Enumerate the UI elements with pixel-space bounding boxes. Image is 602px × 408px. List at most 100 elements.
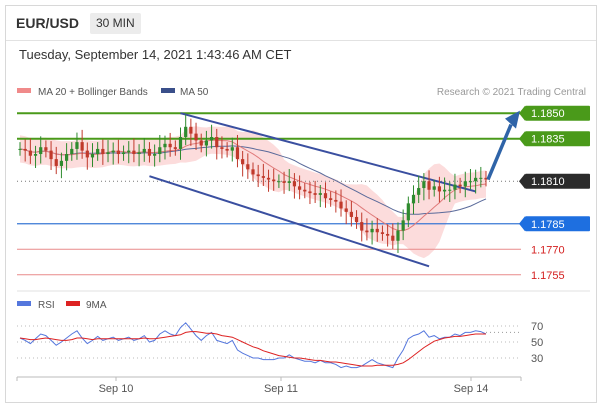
rsi-tick-label: 70 <box>531 321 543 333</box>
candle-body <box>437 186 442 192</box>
level-label: 1.1850 <box>531 108 565 120</box>
candle-body <box>411 194 416 204</box>
rsi-ma-legend-swatch <box>66 301 80 306</box>
candle-body <box>158 147 162 155</box>
candle-body <box>354 216 359 223</box>
symbol-label: EUR/USD <box>16 15 80 31</box>
candle-body <box>215 137 219 148</box>
candle-body <box>277 181 281 183</box>
candle-body <box>147 148 152 156</box>
rsi-grid: 70 50 30 <box>17 321 543 365</box>
candle-body <box>432 186 436 190</box>
candle-body <box>230 147 234 151</box>
candle-body <box>375 228 379 233</box>
candle-body <box>468 181 473 183</box>
ma20-legend-swatch <box>17 88 31 93</box>
level-label: 1.1770 <box>531 244 565 256</box>
forecast-arrow <box>486 110 520 181</box>
x-tick-label: Sep 10 <box>99 383 134 395</box>
candle-body <box>23 148 27 151</box>
chart-timestamp: Tuesday, September 14, 2021 1:43:46 AM C… <box>19 47 292 62</box>
ma50-legend-label: MA 50 <box>180 87 209 98</box>
candle-body <box>142 148 146 153</box>
candle-body <box>137 152 141 155</box>
candle-body <box>406 203 410 221</box>
candle-body <box>178 137 183 149</box>
timeframe-badge[interactable]: 30 MIN <box>90 13 141 34</box>
candle-body <box>225 148 229 151</box>
level-tag-1.1785 <box>525 216 590 232</box>
candle-body <box>303 189 307 192</box>
candle-body <box>132 150 136 155</box>
candle-body <box>153 154 157 156</box>
candle-body <box>28 150 32 156</box>
channel-upper-line <box>180 112 476 193</box>
candle-body <box>251 169 255 175</box>
candle-body <box>282 181 286 183</box>
level-tag-pointer <box>519 105 525 121</box>
candle-body <box>484 177 488 180</box>
candle-body <box>199 140 203 146</box>
candle-body <box>360 222 364 231</box>
level-tag-1.1835 <box>525 131 590 147</box>
candle-body <box>111 150 115 153</box>
candle-body <box>266 177 271 180</box>
candle-body <box>241 159 245 165</box>
candle-body <box>121 152 126 155</box>
candle-body <box>297 186 302 190</box>
level-label: 1.1835 <box>531 134 565 146</box>
candle-body <box>80 142 84 151</box>
channel-lower-line <box>149 175 430 268</box>
candle-body <box>256 174 260 177</box>
candle-body <box>453 184 457 190</box>
candle-body <box>474 177 478 182</box>
candle-body <box>380 232 385 234</box>
ma20-legend-label: MA 20 + Bollinger Bands <box>38 87 148 98</box>
candle-body <box>313 193 317 195</box>
rsi-legend-label: RSI <box>38 300 55 311</box>
candle-body <box>85 150 89 158</box>
rsi-line <box>19 322 487 369</box>
candle-body <box>163 143 167 148</box>
candle-body <box>184 126 188 138</box>
candle-body <box>75 142 79 149</box>
candle-body <box>49 150 53 160</box>
candle-body <box>365 230 369 233</box>
candle-body <box>479 177 483 179</box>
candle-body <box>349 211 353 217</box>
candle-body <box>64 154 69 161</box>
candle-body <box>401 220 405 231</box>
candle-body <box>168 143 172 148</box>
candle-body <box>442 189 447 192</box>
candle-body <box>370 228 374 233</box>
bollinger-bands <box>20 126 486 259</box>
level-label: 1.1785 <box>531 219 565 231</box>
candle-body <box>417 188 421 195</box>
level-tag-pointer <box>519 216 525 232</box>
candle-body <box>386 233 390 236</box>
candle-body <box>189 126 193 134</box>
candle-body <box>220 147 224 149</box>
candle-body <box>194 133 198 141</box>
candle-body <box>427 181 431 190</box>
level-tag-pointer <box>519 173 525 189</box>
candle-body <box>235 147 240 160</box>
candle-body <box>261 176 265 178</box>
candle-body <box>18 148 22 150</box>
rsi-legend-swatch <box>17 301 31 306</box>
chart-header: EUR/USD 30 MIN <box>6 6 596 41</box>
candle-body <box>287 181 291 183</box>
candle-body <box>246 164 250 170</box>
level-labels: 1.1850 1.1835 1.1810 1.1785 1.1770 1.1755 <box>519 105 590 282</box>
candle-body <box>396 230 400 241</box>
level-label: 1.1755 <box>531 270 565 282</box>
candle-body <box>204 140 209 146</box>
candle-body <box>391 235 395 241</box>
rsi-ma-line <box>19 331 486 367</box>
candle-body <box>308 191 312 194</box>
trend-channel <box>149 112 476 268</box>
candle-body <box>106 152 110 155</box>
candle-body <box>116 150 120 155</box>
candle-body <box>54 159 58 166</box>
candle-body <box>339 201 343 209</box>
